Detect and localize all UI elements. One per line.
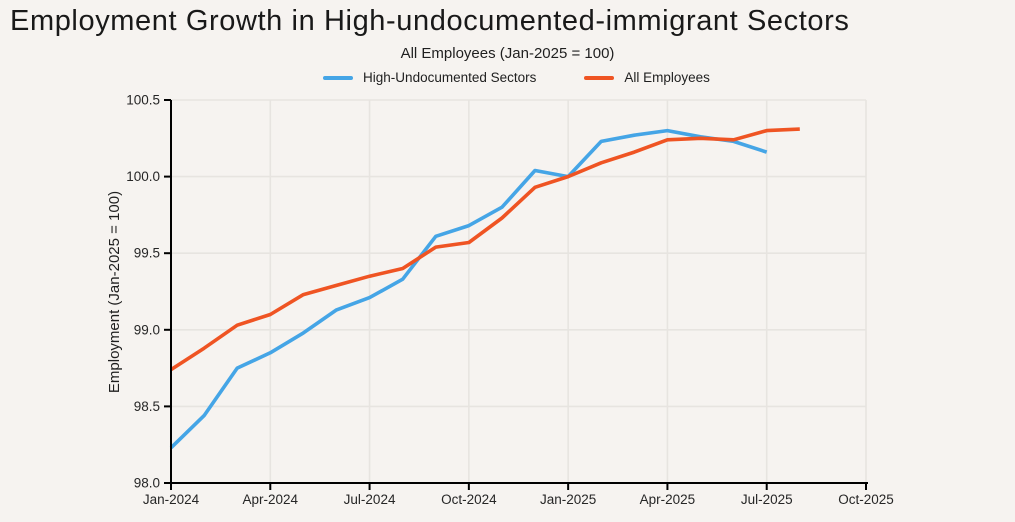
y-axis-title: Employment (Jan-2025 = 100) <box>106 191 123 393</box>
x-tick-label: Apr-2025 <box>640 492 696 507</box>
series-line-all-employees <box>170 127 800 372</box>
series-line-high-undocumented-sectors <box>169 128 768 450</box>
x-tick-label: Jul-2025 <box>741 492 793 507</box>
x-tick-label: Jan-2025 <box>540 492 596 507</box>
y-tick-label: 99.0 <box>134 322 160 337</box>
legend-label: All Employees <box>624 70 710 85</box>
legend-label: High-Undocumented Sectors <box>363 70 537 85</box>
x-tick-label: Jan-2024 <box>143 492 200 507</box>
legend: High-Undocumented Sectors All Employees <box>0 70 1015 85</box>
y-tick-label: 98.5 <box>134 399 160 414</box>
chart-subtitle: All Employees (Jan-2025 = 100) <box>400 45 615 62</box>
y-tick-label: 98.0 <box>134 476 160 491</box>
x-tick-label: Oct-2024 <box>441 492 497 507</box>
chart-title: Employment Growth in High-undocumented-i… <box>10 5 850 37</box>
legend-line-swatch <box>323 75 354 80</box>
x-tick-label: Jul-2024 <box>344 492 396 507</box>
legend-item: High-Undocumented Sectors <box>323 70 536 85</box>
x-tick-label: Apr-2024 <box>243 492 299 507</box>
y-tick-label: 99.5 <box>134 246 160 261</box>
y-tick-label: 100.0 <box>126 169 160 184</box>
legend-line-swatch <box>584 75 615 80</box>
x-tick-label: Oct-2025 <box>838 492 894 507</box>
legend-item: All Employees <box>584 70 710 85</box>
y-tick-label: 100.5 <box>126 93 160 108</box>
